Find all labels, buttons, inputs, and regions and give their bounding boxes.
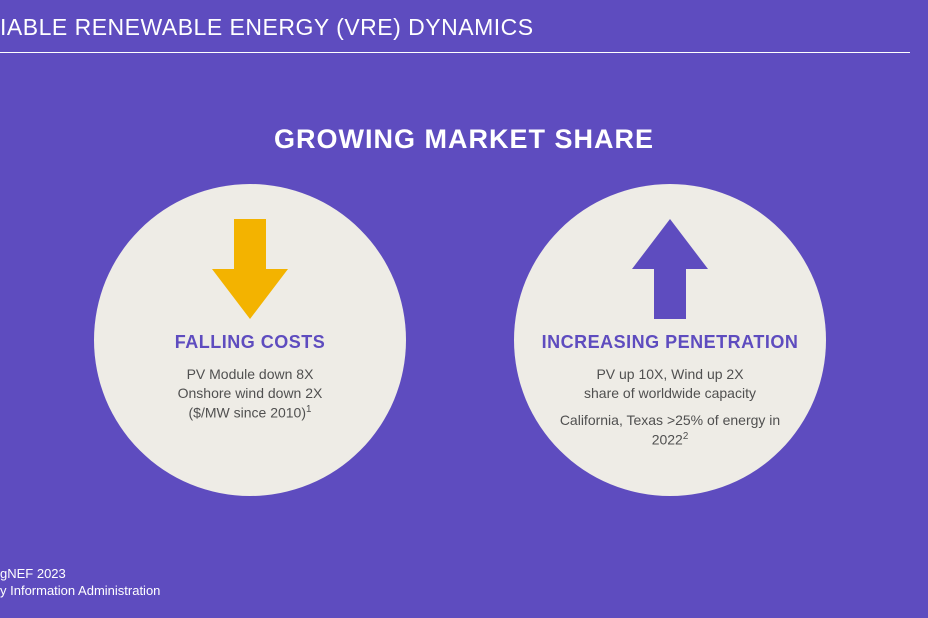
body-left-line2: Onshore wind down 2X xyxy=(178,385,323,401)
circle-falling-costs: FALLING COSTS PV Module down 8X Onshore … xyxy=(94,184,406,496)
footnote-line2: y Information Administration xyxy=(0,582,160,600)
circle-body-left: PV Module down 8X Onshore wind down 2X (… xyxy=(178,365,323,430)
circle-heading-right: INCREASING PENETRATION xyxy=(542,332,799,353)
body-right-line2: share of worldwide capacity xyxy=(584,385,756,401)
main-title: GROWING MARKET SHARE xyxy=(0,124,928,155)
circle-increasing-penetration: INCREASING PENETRATION PV up 10X, Wind u… xyxy=(514,184,826,496)
footnotes: gNEF 2023 y Information Administration xyxy=(0,565,160,600)
arrow-up-icon xyxy=(632,214,708,324)
circle-body-right: PV up 10X, Wind up 2X share of worldwide… xyxy=(545,365,795,457)
header-divider xyxy=(0,52,910,53)
body-right-line1: PV up 10X, Wind up 2X xyxy=(596,366,743,382)
body-right-line3: California, Texas >25% of energy in 2022 xyxy=(560,412,780,448)
body-right-sup: 2 xyxy=(683,431,688,442)
arrow-down-icon xyxy=(212,214,288,324)
body-left-sup: 1 xyxy=(306,404,311,415)
circle-heading-left: FALLING COSTS xyxy=(175,332,326,353)
footnote-line1: gNEF 2023 xyxy=(0,565,160,583)
body-left-line1: PV Module down 8X xyxy=(187,366,314,382)
body-left-line3: ($/MW since 2010) xyxy=(189,404,306,420)
slide-header-title: IABLE RENEWABLE ENERGY (VRE) DYNAMICS xyxy=(0,14,534,41)
